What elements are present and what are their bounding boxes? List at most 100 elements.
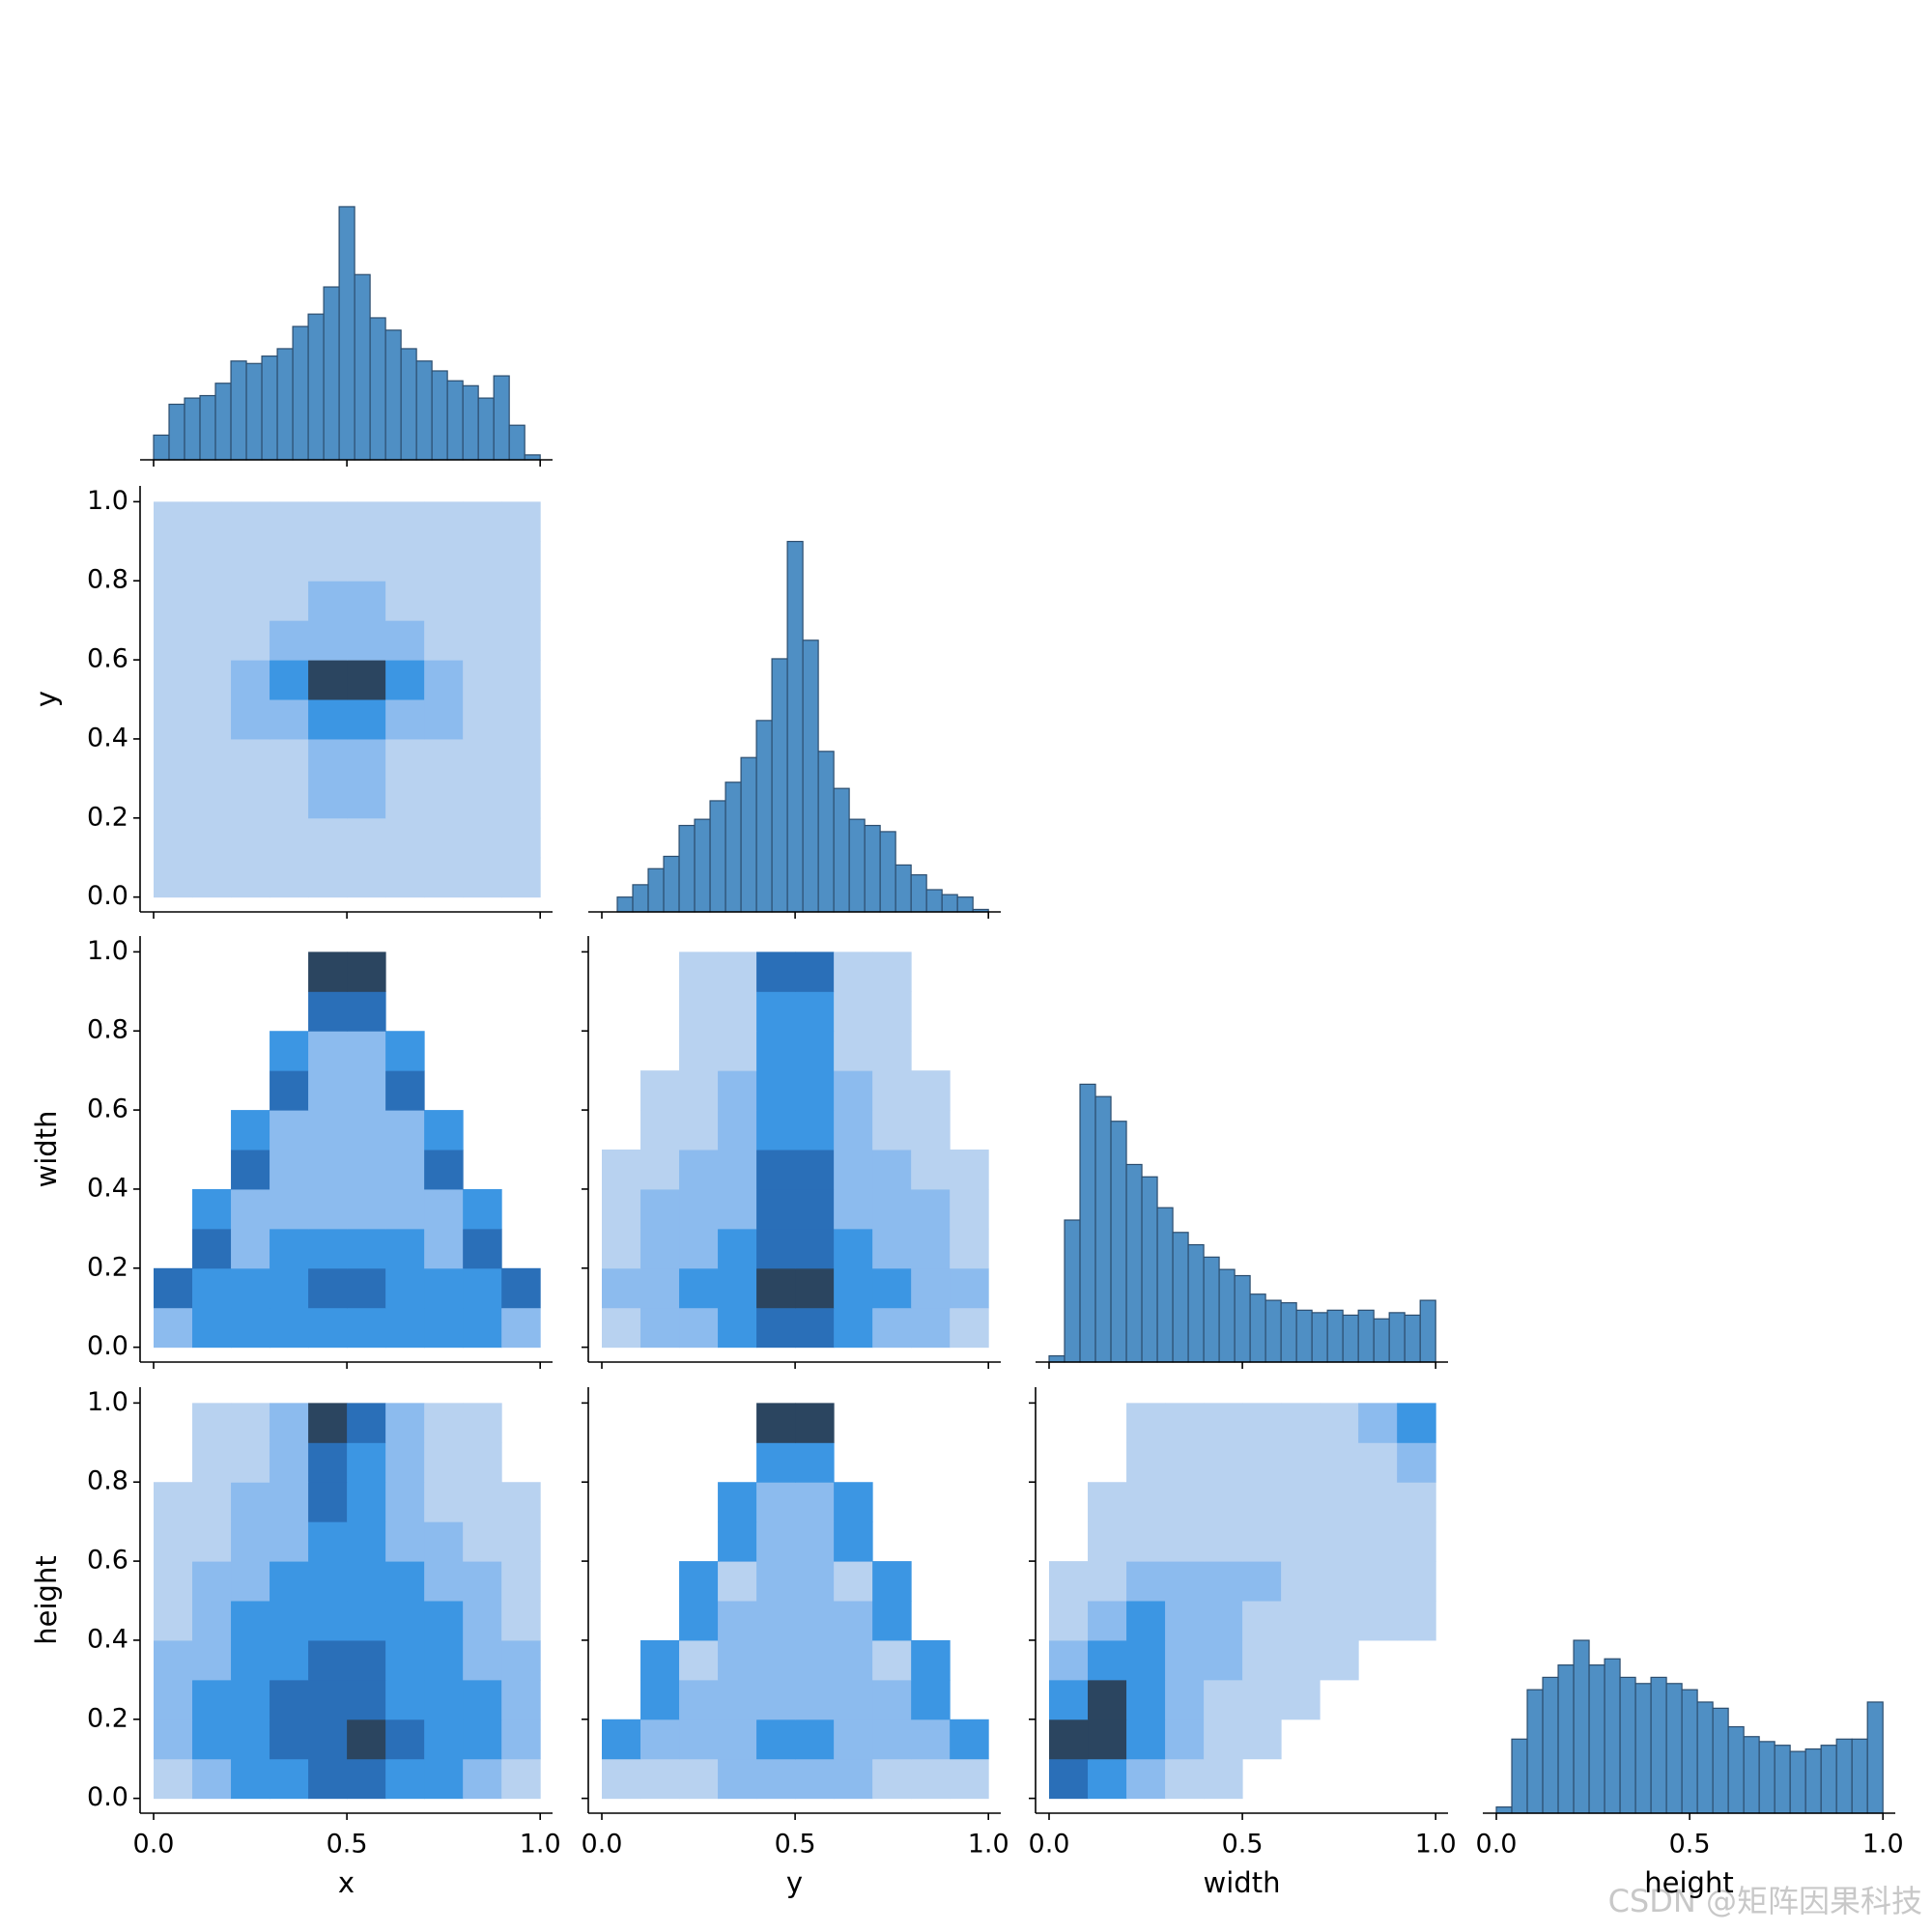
heat-cell: [270, 1150, 309, 1190]
heat-cell: [1204, 1442, 1243, 1483]
heat-cell: [872, 1267, 912, 1309]
heat-cell: [1242, 1759, 1282, 1799]
bar: [848, 818, 866, 913]
heat-cell: [911, 1758, 951, 1800]
heat-cell: [270, 857, 309, 898]
heat-cell: [1358, 1521, 1398, 1562]
heat-cell: [385, 1150, 425, 1190]
heat-cell: [718, 1719, 757, 1760]
heat-cell: [501, 1031, 541, 1070]
heat-cell: [463, 857, 502, 898]
heat-cell: [640, 1521, 680, 1561]
heat-cell: [347, 1561, 386, 1602]
heat-cell: [231, 991, 270, 1031]
heat-cell: [950, 1482, 989, 1521]
heat-cell: [872, 1561, 912, 1602]
heat-cell: [231, 1561, 270, 1602]
bar: [1280, 1302, 1297, 1363]
heat-cell: [424, 1188, 464, 1230]
heat-cell: [270, 1561, 309, 1602]
x-tick-label: 0.0: [133, 1830, 175, 1860]
x-tick-label: 1.0: [520, 1830, 561, 1860]
heat-cell: [231, 1403, 270, 1443]
heat-cell: [795, 1561, 835, 1602]
heat-cell: [385, 581, 425, 621]
heat-cell: [192, 778, 232, 819]
heat-cell: [679, 1307, 719, 1349]
heat-cell: [1126, 1521, 1166, 1562]
heat-cell: [463, 1639, 502, 1681]
heat-cell: [1088, 1758, 1127, 1800]
heat-cell: [602, 1521, 641, 1561]
heat-cell: [347, 541, 386, 582]
heat-cell: [1126, 1758, 1166, 1800]
y-tick-label: 0.6: [87, 644, 128, 674]
heat-cell: [192, 1601, 232, 1641]
heat-cell: [1281, 1442, 1321, 1483]
heat-cell: [1242, 1601, 1282, 1641]
heat-cell: [795, 1188, 835, 1230]
heat-cell: [756, 952, 796, 992]
heat-cell: [192, 1031, 232, 1070]
heat-cell: [347, 857, 386, 898]
bar: [168, 403, 185, 461]
heat-cell: [795, 1639, 835, 1681]
heat-cell: [1165, 1403, 1205, 1443]
heat-cell: [1281, 1521, 1321, 1562]
heat-cell: [385, 1561, 425, 1602]
heat-cell: [424, 581, 464, 621]
heat-cell: [501, 581, 541, 621]
heat-cell: [679, 1601, 719, 1641]
heat-cell: [154, 541, 193, 582]
heat-cell: [192, 1267, 232, 1309]
heat-cell: [1204, 1719, 1243, 1760]
heat-cell: [756, 1442, 796, 1483]
heat-cell: [385, 952, 425, 991]
bar: [1125, 1163, 1143, 1363]
heat-cell: [756, 1639, 796, 1681]
heat-cell: [192, 581, 232, 621]
heat-cell: [911, 1031, 951, 1070]
heat-cell: [231, 1521, 270, 1562]
heat-cell: [231, 1188, 270, 1230]
heat-cell: [1320, 1403, 1359, 1443]
x-axis-label: height: [1644, 1866, 1733, 1899]
y-tick-label: 0.4: [87, 1624, 128, 1654]
heat-cell: [154, 1110, 193, 1150]
heat-cell: [602, 1561, 641, 1601]
heat-cell: [602, 952, 641, 991]
heat-cell: [192, 501, 232, 542]
heat-cell: [1397, 1601, 1436, 1641]
heat-cell: [424, 1719, 464, 1760]
heat-cell: [501, 1521, 541, 1562]
heat-cell: [154, 1307, 193, 1349]
heat-cell: [192, 857, 232, 898]
heat-cell: [1358, 1719, 1398, 1759]
bar: [1419, 1299, 1436, 1363]
heat-cell: [1320, 1759, 1359, 1799]
heat-cell: [834, 1561, 873, 1602]
heat-cell: [1281, 1719, 1321, 1759]
heat-cell: [1049, 1758, 1089, 1800]
heat-cell: [679, 952, 719, 992]
heat-cell: [270, 1639, 309, 1681]
heat-cell: [308, 660, 348, 700]
heat-cell: [911, 1150, 951, 1190]
y-tick-label: 0.6: [87, 1546, 128, 1576]
heat-cell: [795, 1110, 835, 1151]
heat-cell: [756, 1110, 796, 1151]
heat-cell: [231, 1758, 270, 1800]
heat-cell: [756, 1150, 796, 1190]
x-tick-label: 1.0: [1415, 1830, 1457, 1860]
heat-cell: [270, 991, 309, 1031]
heat-cell: [679, 1228, 719, 1269]
heat-cell: [424, 1070, 464, 1110]
watermark: CSDN @矩阵因果科技: [1608, 1883, 1922, 1919]
heat-cell: [308, 1070, 348, 1111]
heat-cell: [834, 991, 873, 1032]
heat-cell: [385, 1758, 425, 1800]
bar: [338, 206, 355, 461]
heat-cell: [385, 857, 425, 898]
heat-cell: [911, 1639, 951, 1681]
heat-cell: [756, 1601, 796, 1641]
